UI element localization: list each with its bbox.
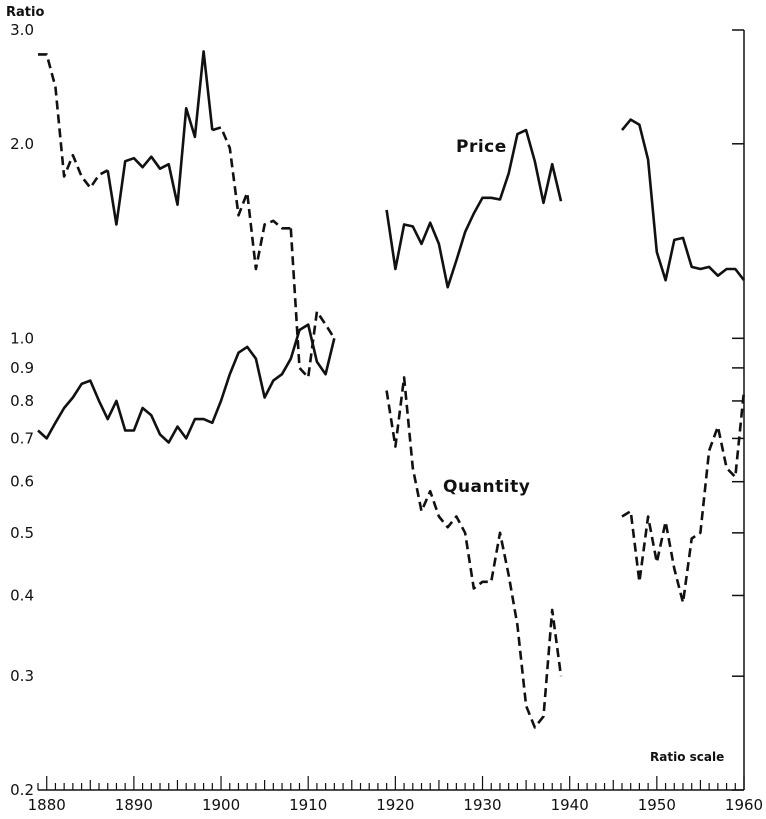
price-series-line	[106, 50, 214, 226]
y-ticks: 3.0 2.0 1.0 0.9 0.8 0.7 0.6 0.5 0.4 0.3 0.2	[10, 21, 744, 799]
y-tick-label: 0.5	[10, 524, 34, 542]
price-series-line	[289, 228, 336, 379]
y-tick-label: 1.0	[10, 329, 34, 347]
price-series-line	[211, 126, 291, 271]
price-series-line	[620, 118, 746, 282]
y-tick-label: 2.0	[10, 135, 34, 153]
quantity-series-line	[385, 376, 563, 729]
x-tick-label: 1940	[551, 796, 589, 814]
series-lines	[37, 50, 746, 729]
x-tick-label: 1920	[376, 796, 414, 814]
x-tick-label: 1910	[289, 796, 327, 814]
x-tick-label: 1890	[115, 796, 153, 814]
series-label-quantity: Quantity	[443, 477, 530, 497]
x-tick-label: 1960	[725, 796, 763, 814]
y-tick-label: 0.2	[10, 781, 34, 799]
quantity-series-line	[37, 323, 336, 444]
x-tick-label: 1950	[638, 796, 676, 814]
y-tick-label: 0.6	[10, 473, 34, 491]
y-axis-title: Ratio	[6, 5, 44, 20]
quantity-series-line	[621, 390, 746, 604]
y-tick-label: 3.0	[10, 21, 34, 39]
price-series-line	[38, 53, 109, 190]
y-tick-label: 0.7	[10, 429, 34, 447]
x-tick-label: 1900	[202, 796, 240, 814]
y-tick-label: 0.9	[10, 359, 34, 377]
scale-note: Ratio scale	[650, 750, 724, 764]
x-tick-label: 1930	[463, 796, 501, 814]
y-tick-label: 0.8	[10, 392, 34, 410]
y-tick-label: 0.3	[10, 667, 34, 685]
price-series-line	[385, 128, 563, 289]
x-ticks: 1880 1890 1900 1910 1920 1930 1940 1950 1960	[28, 776, 763, 814]
series-label-price: Price	[456, 137, 507, 157]
x-tick-label: 1880	[28, 796, 66, 814]
y-tick-label: 0.4	[10, 586, 34, 604]
